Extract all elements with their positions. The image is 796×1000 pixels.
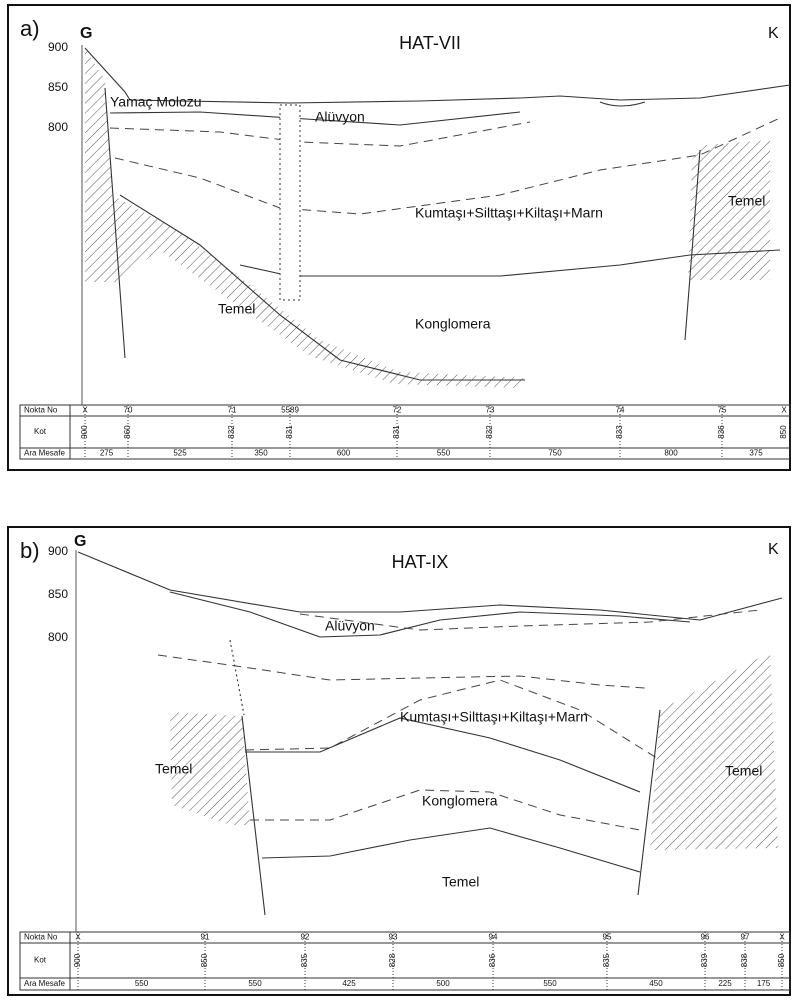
elevation-value: 900	[73, 953, 82, 967]
distance-value: 425	[342, 979, 356, 988]
distance-value: 225	[718, 979, 732, 988]
row-header: Ara Mesafe	[24, 449, 65, 458]
point-label: 73	[486, 406, 495, 415]
unit-label: Alüvyon	[315, 109, 365, 125]
hatched-basement	[688, 140, 770, 280]
distance-value: 525	[173, 449, 187, 458]
point-label: 72	[393, 406, 402, 415]
point-label: 5589	[281, 406, 299, 415]
distance-value: 550	[437, 449, 451, 458]
panel-label: b)	[20, 538, 40, 563]
elevation-value: 900	[80, 425, 89, 439]
point-label: 93	[389, 933, 398, 942]
panel-b: b) G K HAT-IX 900 850 800 Alüvyon Kumtaş…	[8, 527, 790, 995]
elevation-label: 800	[48, 630, 68, 644]
distance-value: 450	[649, 979, 663, 988]
elevation-value: 860	[123, 425, 132, 439]
distance-value: 750	[548, 449, 562, 458]
row-header: Kot	[34, 956, 47, 965]
end-label: K	[768, 25, 779, 42]
elevation-value: 838	[740, 953, 749, 967]
elevation-label: 850	[48, 587, 68, 601]
section-title: HAT-IX	[392, 552, 449, 572]
elevation-value: 835	[602, 953, 611, 967]
distance-value: 550	[543, 979, 557, 988]
elevation-label: 850	[48, 80, 68, 94]
contact-line	[110, 122, 530, 146]
section-title: HAT-VII	[399, 33, 461, 53]
distance-value: 500	[436, 979, 450, 988]
alluvium-lens	[600, 102, 645, 106]
elevation-value: 850	[779, 425, 788, 439]
contact-line	[158, 655, 645, 688]
page: a) G K HAT-VII 900 850 800 Yamaç Molozu …	[0, 0, 796, 1000]
borehole-trace	[230, 640, 244, 715]
elevation-value: 850	[200, 953, 209, 967]
elevation-value: 831	[392, 425, 401, 439]
unit-label: Temel	[218, 301, 255, 317]
elevation-value: 828	[388, 953, 397, 967]
unit-label: Kumtaşı+Silttaşı+Kiltaşı+Marn	[400, 709, 588, 725]
elevation-value: 835	[300, 953, 309, 967]
row-header: Ara Mesafe	[24, 979, 65, 988]
elevation-value: 836	[717, 425, 726, 439]
panel-label: a)	[20, 16, 40, 41]
point-label: 95	[603, 933, 612, 942]
elevation-label: 800	[48, 120, 68, 134]
unit-label: Alüvyon	[325, 618, 375, 634]
unit-label: Kumtaşı+Silttaşı+Kiltaşı+Marn	[415, 205, 603, 221]
point-label: 92	[301, 933, 310, 942]
borehole	[280, 105, 300, 300]
unit-label: Yamaç Molozu	[110, 94, 202, 110]
figure: a) G K HAT-VII 900 850 800 Yamaç Molozu …	[0, 0, 796, 1000]
distance-value: 550	[135, 979, 149, 988]
basement-top	[262, 828, 640, 872]
distance-value: 275	[100, 449, 114, 458]
row-header: Nokta No	[24, 406, 58, 415]
distance-value: 600	[337, 449, 351, 458]
panel-a: a) G K HAT-VII 900 850 800 Yamaç Molozu …	[8, 5, 790, 470]
elevation-label: 900	[48, 544, 68, 558]
elevation-value: 831	[285, 425, 294, 439]
point-label: 97	[741, 933, 750, 942]
point-label: 74	[616, 406, 625, 415]
unit-label: Konglomera	[422, 793, 498, 809]
unit-label: Temel	[728, 193, 765, 209]
distance-value: 350	[254, 449, 268, 458]
distance-value: 375	[749, 449, 763, 458]
point-label: 70	[124, 406, 133, 415]
point-label: X	[781, 406, 787, 415]
distance-value: 550	[248, 979, 262, 988]
point-label: 91	[201, 933, 210, 942]
elevation-value: 832	[485, 425, 494, 439]
unit-label: Temel	[725, 763, 762, 779]
row-header: Kot	[34, 427, 47, 436]
distance-value: 800	[664, 449, 678, 458]
elevation-value: 839	[700, 953, 709, 967]
point-label: X	[75, 933, 81, 942]
contact-line	[115, 118, 780, 214]
unit-label: Temel	[155, 761, 192, 777]
conglomerate-top	[245, 718, 640, 792]
elevation-value: 833	[615, 425, 624, 439]
point-label: X	[82, 406, 88, 415]
end-label: G	[80, 25, 92, 42]
alluvium-base	[170, 592, 690, 637]
point-label: 75	[718, 406, 727, 415]
end-label: G	[74, 533, 86, 550]
elevation-value: 836	[488, 953, 497, 967]
point-label: X	[779, 933, 785, 942]
point-label: 71	[228, 406, 237, 415]
unit-label: Temel	[442, 874, 479, 890]
point-label: 94	[489, 933, 498, 942]
row-header: Nokta No	[24, 933, 58, 942]
end-label: K	[768, 541, 779, 558]
point-label: 96	[701, 933, 710, 942]
elevation-value: 850	[777, 953, 786, 967]
elevation-value: 832	[227, 425, 236, 439]
distance-value: 175	[757, 979, 771, 988]
elevation-label: 900	[48, 40, 68, 54]
hatched-basement	[650, 652, 778, 850]
unit-label: Konglomera	[415, 316, 491, 332]
